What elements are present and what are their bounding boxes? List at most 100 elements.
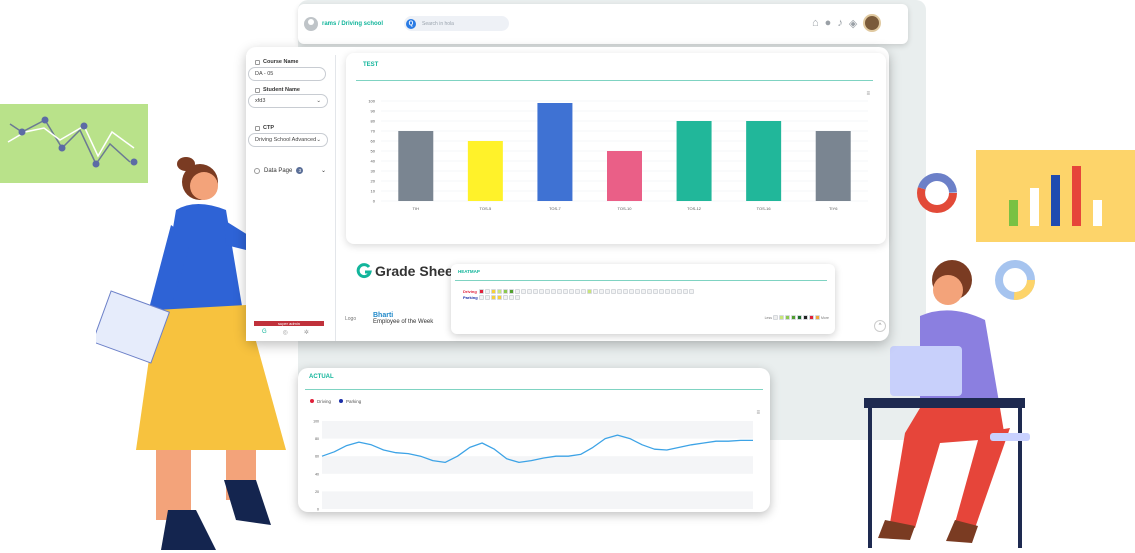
- heatmap-cell: [527, 289, 532, 294]
- student-name-label: Student Name: [255, 87, 300, 93]
- heatmap-cell: [569, 289, 574, 294]
- y-tick-label: 10: [371, 189, 376, 194]
- x-tick-label: TOS-10: [618, 206, 633, 211]
- heatmap-cell: [605, 289, 610, 294]
- x-tick-label: TIH: [413, 206, 420, 211]
- heatmap-cell: [635, 289, 640, 294]
- ctp-select[interactable]: Driving School Advanced ⌄: [248, 133, 328, 147]
- data-page-item[interactable]: Data Page 3 ⌄: [254, 167, 326, 174]
- bar-tih: [398, 131, 434, 201]
- chat-icon[interactable]: ●: [824, 17, 832, 29]
- series-line: [321, 434, 753, 464]
- heatmap-cell: [539, 289, 544, 294]
- heatmap-cell: [659, 289, 664, 294]
- heatmap-cell: [593, 289, 598, 294]
- heatmap-cell: [491, 289, 496, 294]
- employee-title: Employee of the Week: [373, 319, 434, 325]
- heatmap-cell: [491, 295, 496, 300]
- man-illustration: [864, 260, 1030, 548]
- legend-parking: Parking: [339, 399, 361, 404]
- heatmap-cell: [653, 289, 658, 294]
- logo-placeholder: Logo: [345, 316, 357, 322]
- heatmap-cell: [641, 289, 646, 294]
- bell-icon[interactable]: ♪: [837, 17, 843, 29]
- heatmap-cell: [665, 289, 670, 294]
- menu-icon[interactable]: ≡: [756, 410, 760, 416]
- y-tick-label: 0: [317, 508, 319, 512]
- gear-icon[interactable]: ✲: [303, 330, 309, 336]
- breadcrumb[interactable]: rams / Driving school: [304, 15, 383, 33]
- heatmap-cell: [617, 289, 622, 294]
- heatmap-cell: [551, 289, 556, 294]
- heatmap-cell: [485, 295, 490, 300]
- student-name-select[interactable]: xfd3 ⌄: [248, 94, 328, 108]
- search-placeholder: Search in hola: [422, 20, 454, 27]
- actual-chart-title: ACTUAL: [309, 374, 334, 380]
- test-chart-title: TEST: [363, 62, 379, 68]
- breadcrumb-text: rams / Driving school: [322, 21, 384, 27]
- grade-sheet-logo: Grade Sheet: [356, 263, 457, 279]
- heatmap-cell: [629, 289, 634, 294]
- top-bar: [298, 4, 908, 44]
- x-tick-label: TOS-16: [757, 206, 772, 211]
- y-tick-label: 40: [371, 159, 376, 164]
- grid-band: [322, 491, 753, 509]
- heatmap-cell: [689, 289, 694, 294]
- y-tick-label: 70: [371, 129, 376, 134]
- heatmap-cell: [497, 289, 502, 294]
- y-tick-label: 20: [315, 490, 319, 494]
- user-avatar-icon: [304, 17, 318, 31]
- y-tick-label: 30: [371, 169, 376, 174]
- y-tick-label: 90: [371, 109, 376, 114]
- search-input[interactable]: Q Search in hola: [404, 16, 509, 31]
- heatmap-cell: [563, 289, 568, 294]
- grade-icon[interactable]: G: [262, 329, 267, 335]
- y-tick-label: 60: [315, 455, 319, 459]
- heatmap-cell: [545, 289, 550, 294]
- bar-tos-16: [746, 121, 782, 201]
- heatmap-cell: [503, 295, 508, 300]
- y-tick-label: 0: [373, 199, 376, 204]
- heatmap-card: HEATMAP Driving Parking Less More: [451, 264, 835, 334]
- heatmap-cell: [533, 289, 538, 294]
- profile-avatar[interactable]: [863, 14, 882, 32]
- chevron-down-icon: ⌄: [316, 137, 321, 143]
- sidebar: Course Name DA - 05 Student Name xfd3 ⌄ C…: [246, 55, 336, 341]
- grade-logo-icon: [356, 263, 372, 279]
- bar-tos-7: [537, 103, 573, 201]
- heatmap-cell: [581, 289, 586, 294]
- test-bar-chart: 0 10 20 30 40 50 60 70 80 90 100 TIH TOS-5 TOS-7 TOS-1…: [368, 99, 868, 211]
- heatmap-cell: [509, 289, 514, 294]
- heatmap-cell: [515, 295, 520, 300]
- course-name-label: Course Name: [255, 59, 298, 65]
- chevron-down-icon: ⌄: [316, 98, 321, 104]
- legend-driving: Driving: [310, 399, 331, 404]
- page-icon: [254, 167, 260, 174]
- heatmap-cell: [521, 289, 526, 294]
- globe-icon[interactable]: ◎: [282, 330, 288, 336]
- x-tick-label: TOS-12: [687, 206, 702, 211]
- y-tick-label: 20: [371, 179, 376, 184]
- heatmap-cell: [557, 289, 562, 294]
- heatmap-cell: [647, 289, 652, 294]
- bar-tos-12: [676, 121, 712, 201]
- menu-icon[interactable]: ≡: [866, 91, 870, 97]
- heatmap-cell: [515, 289, 520, 294]
- x-tick-label: TOS-7: [549, 206, 561, 211]
- heatmap-cell: [509, 295, 514, 300]
- donut-illustration-blue: [995, 260, 1035, 300]
- woman-illustration: [96, 157, 286, 550]
- line-chart-illustration: [0, 104, 148, 183]
- y-tick-label: 80: [371, 119, 376, 124]
- x-tick-label: TIY6: [829, 206, 838, 211]
- heatmap-row-parking: Parking: [463, 295, 478, 300]
- scroll-top-icon[interactable]: ^: [874, 320, 886, 332]
- course-name-field[interactable]: DA - 05: [248, 67, 326, 81]
- home-icon[interactable]: ⌂: [812, 17, 819, 29]
- settings-icon[interactable]: ◈: [848, 17, 858, 30]
- heatmap-cell: [611, 289, 616, 294]
- bar-tos-10: [607, 151, 642, 201]
- bar-chart-illustration: [976, 150, 1135, 242]
- heatmap-cell: [587, 289, 592, 294]
- heatmap-cell: [497, 295, 502, 300]
